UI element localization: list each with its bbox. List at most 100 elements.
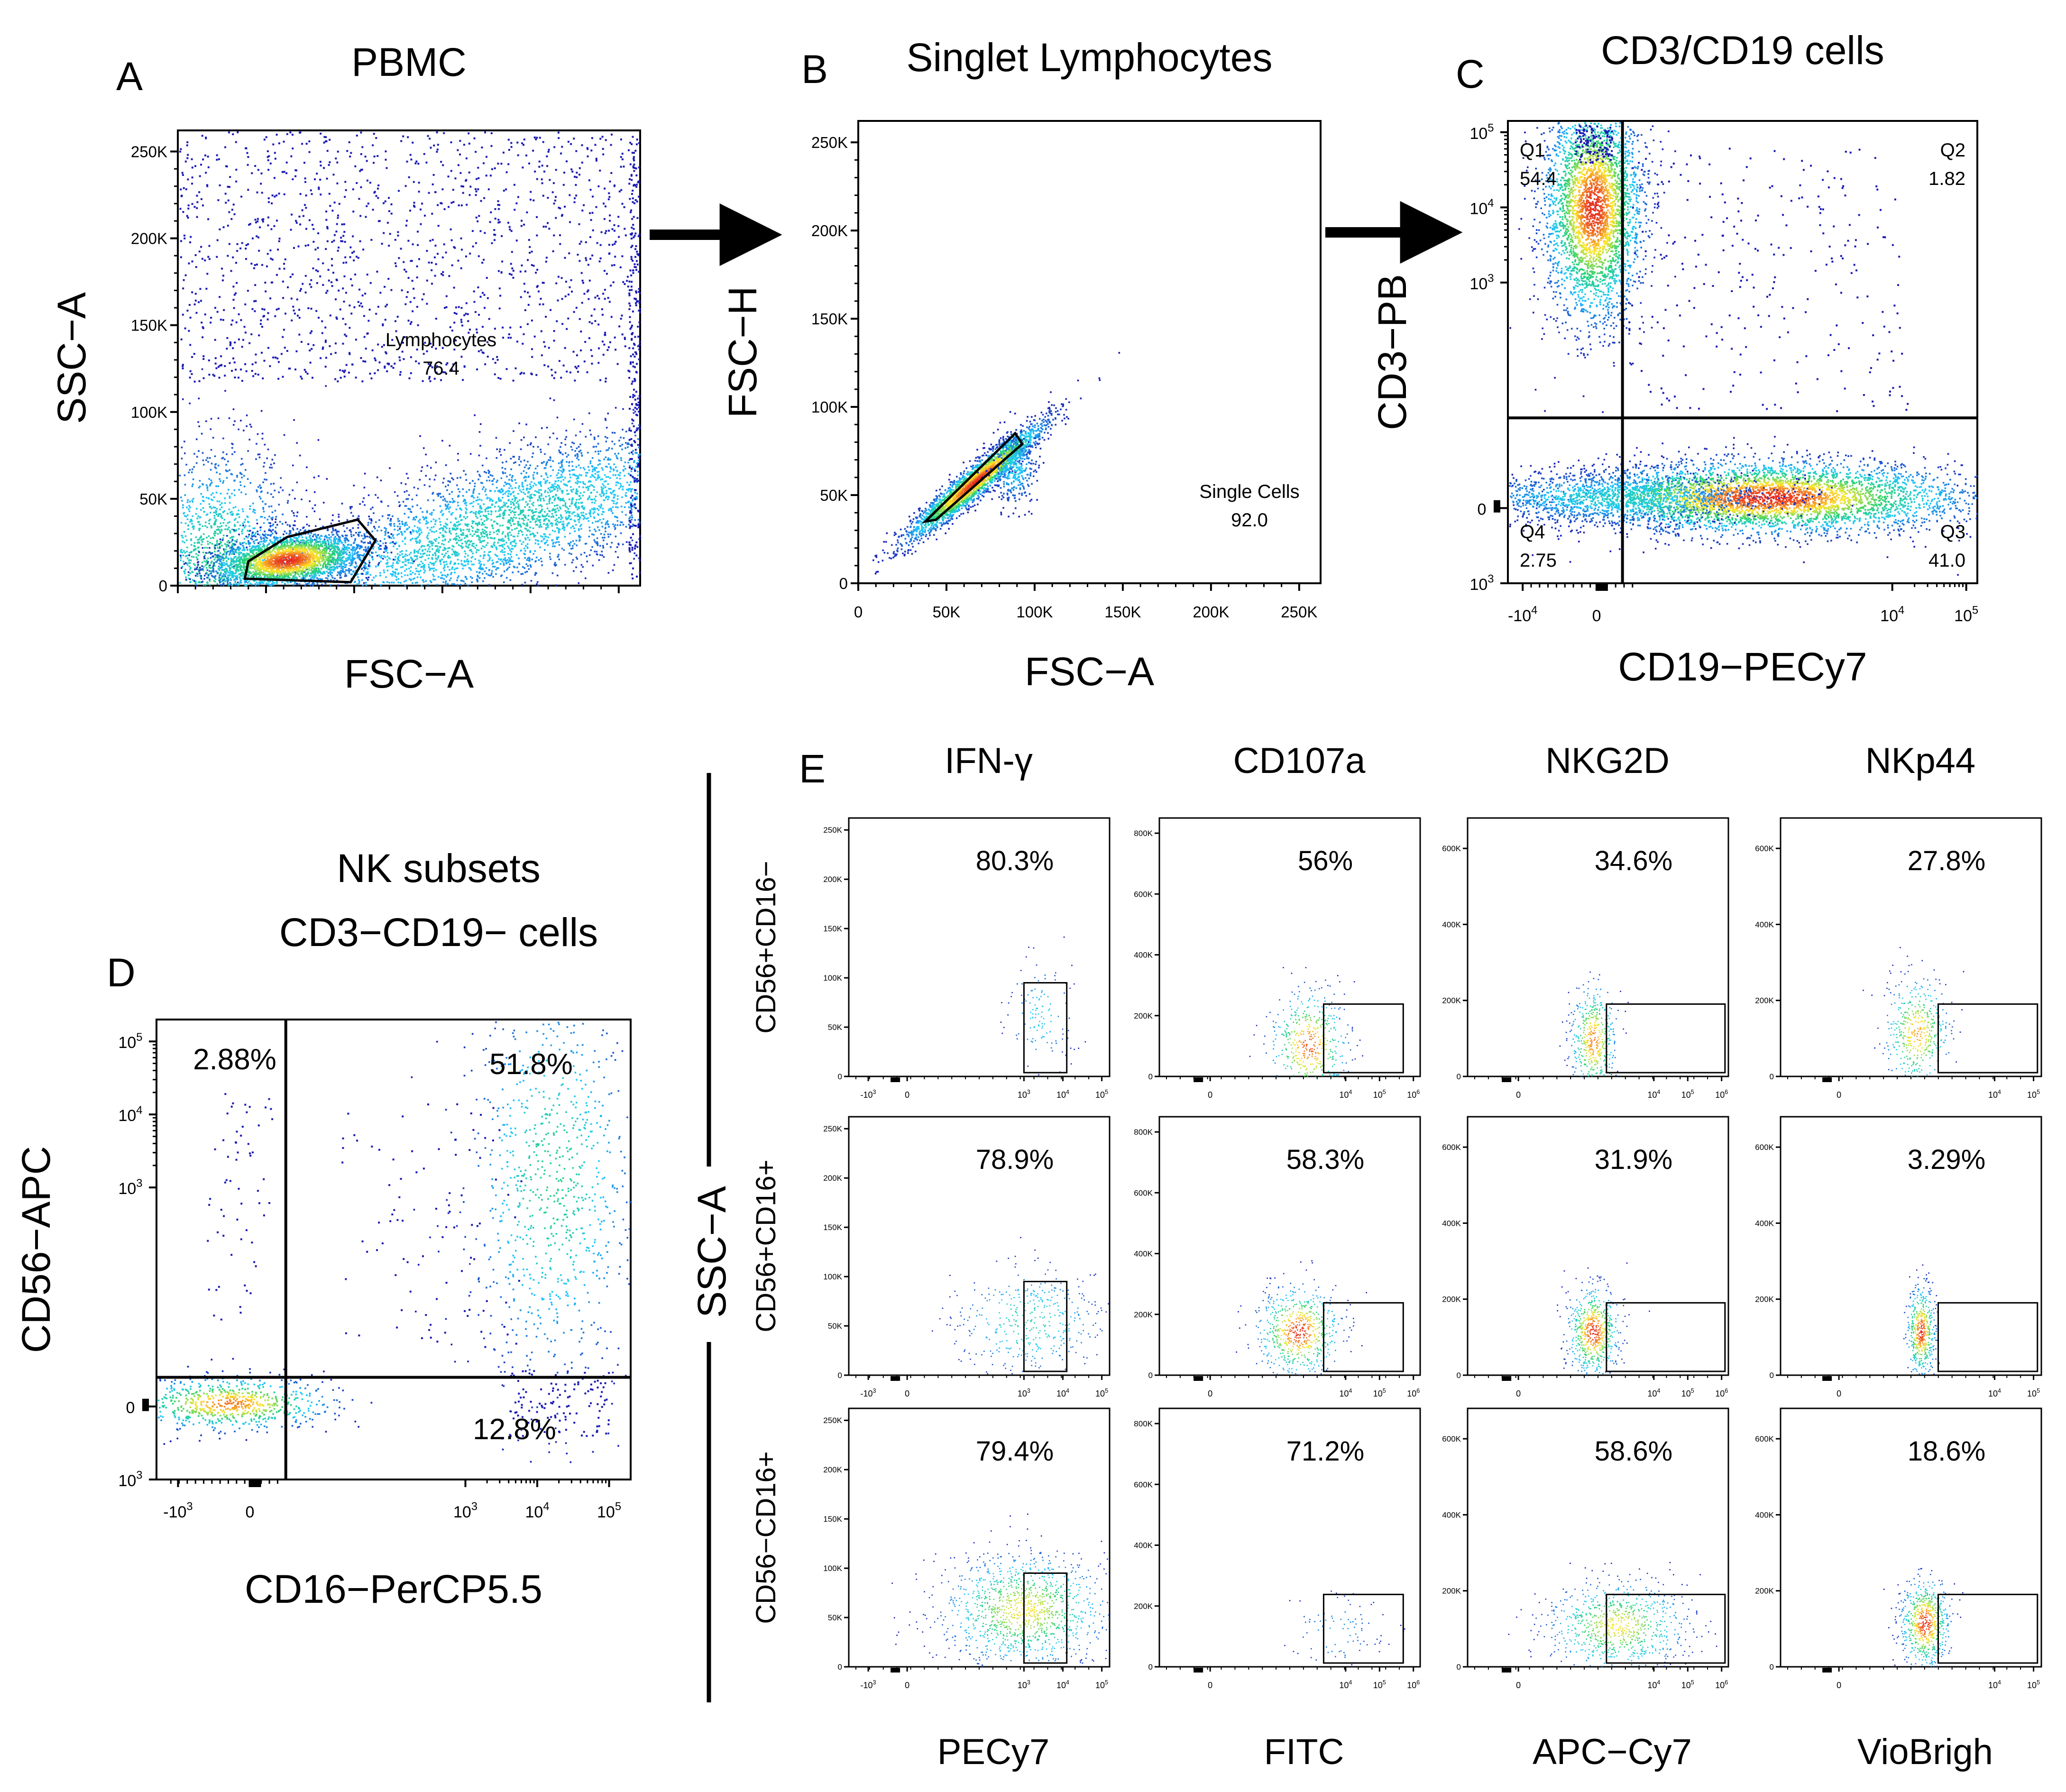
scatter-event-group [191,471,193,473]
scatter-event-group [203,508,231,514]
scatter-event-group [273,552,290,568]
scatter-event-group [216,500,220,503]
scatter-event-group [189,1378,192,1380]
scatter-event-group [1005,440,1015,446]
scatter-event-group [360,540,363,542]
scatter-event-group [1012,446,1023,451]
scatter-event-group [1894,522,1896,524]
scatter-event-group [1578,541,1580,542]
scatter-event-group [237,1414,239,1415]
scatter-event-group [211,1426,213,1428]
scatter-event-group [875,570,879,573]
scatter-event-group [1602,181,1604,183]
scatter-event-group [266,1426,268,1428]
scatter-event-group [1771,492,1784,503]
scatter-event-group [1586,255,1588,257]
scatter-event-group [1532,250,1534,252]
scatter-event-group [270,517,273,519]
scatter-event-group [350,533,352,535]
scatter-event-group [1734,522,1735,524]
y-tick-label: 104 [1469,197,1494,218]
scatter-event-group [240,1403,242,1406]
scatter-event-group [1028,462,1030,464]
y-tick-label: 105 [118,1031,142,1052]
scatter-event-group [1570,508,1572,510]
scatter-event-group [198,425,200,427]
scatter-event-group [1003,456,1005,458]
scatter-event-group [276,554,307,568]
scatter-event-group [1884,485,1886,487]
scatter-event-group [1587,205,1599,222]
scatter-event-group [1511,496,1524,506]
panel-b-gate-value: 92.0 [1231,510,1268,531]
scatter-event-group [216,1406,218,1408]
scatter-event-group [206,544,219,561]
scatter-event-group [1621,251,1629,272]
scatter-event-group [1569,492,1648,504]
scatter-event-group [1004,476,1006,478]
scatter-event-group [1568,185,1570,187]
scatter-event-group [250,1420,253,1422]
panel-d-subtitle: CD3−CD19− cells [279,910,598,955]
scatter-event-group [1576,221,1581,234]
scatter-event-group [165,1406,174,1413]
scatter-event-group [307,1400,309,1402]
scatter-event-group [318,1400,320,1402]
panel-a-xlabel: FSC−A [344,652,474,696]
scatter-event-group [316,548,318,550]
scatter-event-group [568,461,570,464]
scatter-event-group [280,558,295,564]
scatter-event-group [293,1408,295,1410]
scatter-event-group [210,498,212,500]
scatter-event-group [1014,497,1016,499]
scatter-event-group [258,1410,261,1412]
scatter-event-group [218,1403,220,1405]
scatter-event-group [1007,488,1010,491]
scatter-event-group [1007,448,1025,454]
scatter-event-group [250,1418,252,1420]
scatter-event-group [1720,492,1734,509]
scatter-event-group [1546,487,1700,510]
scatter-event-group [307,1405,312,1410]
scatter-event-group [282,553,294,568]
scatter-event-group [238,428,245,432]
scatter-event-group [1006,466,1018,480]
scatter-event-group [1690,504,1707,510]
scatter-event-group [1602,186,1607,227]
scatter-event-group [172,1395,174,1397]
scatter-event-group [279,556,297,562]
scatter-event-group [1823,503,1827,506]
scatter-event-group [214,1427,216,1429]
scatter-event-group [259,1397,262,1399]
scatter-event-group [187,1366,189,1368]
scatter-event-group [241,1392,254,1415]
scatter-event-group [1630,133,1632,135]
scatter-event-group [228,488,230,491]
scatter-event-group [1022,455,1024,457]
scatter-event-group [1602,494,1609,496]
y-tick-label: 200K [811,222,848,239]
scatter-event-group [258,1421,260,1423]
scatter-event-group [999,455,1001,458]
scatter-event-group [607,449,609,451]
scatter-event-group [187,1390,189,1392]
scatter-event-group [301,498,303,500]
scatter-event-group [975,474,977,476]
scatter-event-group [294,549,296,551]
scatter-event-group [286,560,289,562]
scatter-event-group [1000,492,1002,494]
scatter-event-group [211,1378,213,1380]
scatter-event-group [279,521,281,523]
scatter-event-group [286,524,289,526]
scatter-event-group [195,462,198,464]
scatter-event-group [1588,490,1653,505]
scatter-event-group [186,539,188,541]
scatter-event-group [179,466,195,477]
scatter-event-group [264,443,266,446]
scatter-event-group [317,439,320,441]
scatter-event-group [1778,533,1780,534]
scatter-event-group [473,513,530,537]
scatter-event-group [1572,250,1574,252]
scatter-event-group [1012,462,1018,469]
